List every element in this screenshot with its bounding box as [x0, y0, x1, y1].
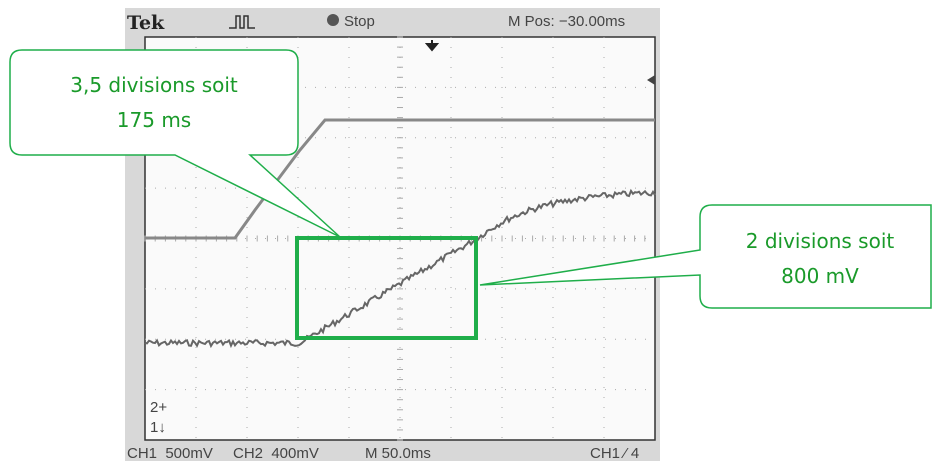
- brand: Tek: [127, 12, 165, 34]
- page: Tek Stop M Pos: −30.00ms 2+ 1↓ CH1 500mV…: [0, 0, 932, 461]
- status: Stop: [344, 13, 375, 30]
- callout-line: 175 ms: [117, 108, 191, 132]
- position: M Pos: −30.00ms: [508, 13, 625, 30]
- footer-timebase: M 50.0ms: [365, 445, 431, 461]
- stop-icon: [327, 14, 339, 26]
- callout-line: 800 mV: [781, 264, 859, 288]
- channel-marker: 2+: [150, 399, 167, 416]
- footer-ch1: CH1 500mV: [127, 445, 213, 461]
- channel-marker: 1↓: [150, 419, 166, 436]
- footer-trigger: CH1 ⁄ 4: [590, 445, 639, 461]
- callout-line: 2 divisions soit: [746, 229, 895, 253]
- callout-line: 3,5 divisions soit: [70, 73, 238, 97]
- footer-ch2: CH2 400mV: [233, 445, 319, 461]
